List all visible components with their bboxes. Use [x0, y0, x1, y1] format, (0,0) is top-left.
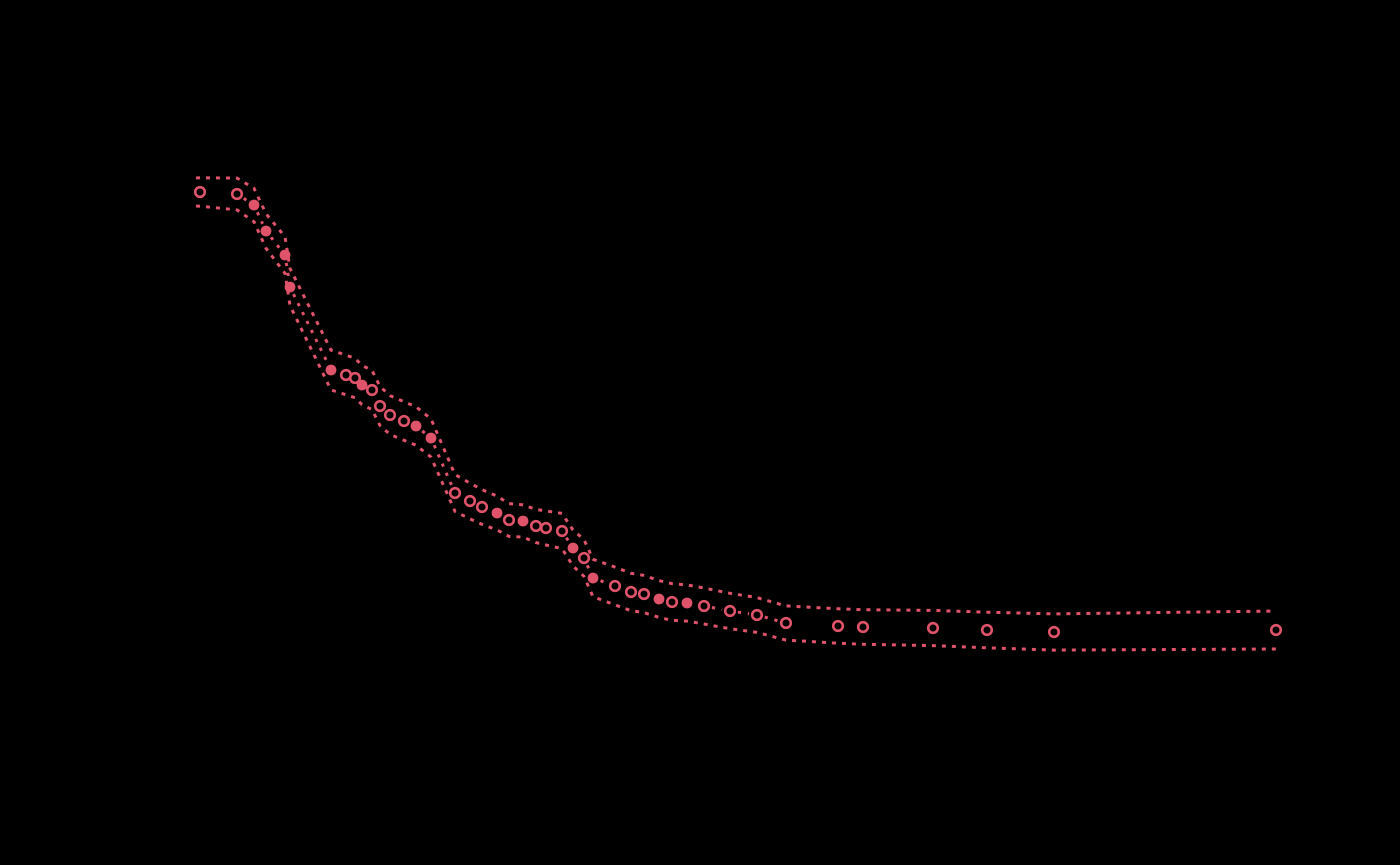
- data-point-open-circle: [463, 494, 477, 508]
- data-point-open-circle: [448, 486, 462, 500]
- connector-segment: [764, 615, 779, 623]
- data-point-open-circle: [1047, 625, 1061, 639]
- connector-segment: [421, 429, 426, 435]
- data-point-filled-circle: [491, 507, 503, 519]
- data-point-open-circle: [502, 513, 516, 527]
- data-point-filled-circle: [425, 432, 437, 444]
- data-point-open-circle: [348, 371, 362, 385]
- data-point-open-circle: [608, 579, 622, 593]
- data-point-open-circle: [193, 185, 207, 199]
- connector-segment: [565, 536, 570, 543]
- data-point-filled-circle: [284, 281, 296, 293]
- data-point-open-circle: [926, 621, 940, 635]
- data-point-open-circle: [779, 616, 793, 630]
- data-point-filled-circle: [653, 593, 665, 605]
- connector-segment: [242, 197, 249, 202]
- data-point-filled-circle: [410, 420, 422, 432]
- data-point-open-circle: [665, 595, 679, 609]
- upper-dotted-confidence-band: [195, 176, 1277, 616]
- data-point-filled-circle: [681, 597, 693, 609]
- data-point-filled-circle: [567, 542, 579, 554]
- connector-segment: [599, 579, 609, 585]
- data-point-open-circle: [539, 521, 553, 535]
- data-point-open-circle: [637, 587, 651, 601]
- data-point-open-circle: [230, 187, 244, 201]
- data-point-filled-circle: [260, 225, 272, 237]
- data-point-open-circle: [697, 599, 711, 613]
- data-point-open-circle: [373, 399, 387, 413]
- data-point-open-circle: [831, 619, 845, 633]
- connector-segment: [256, 211, 264, 225]
- data-point-filled-circle: [587, 572, 599, 584]
- data-point-open-circle: [577, 551, 591, 565]
- center-dotted-connector: [242, 197, 779, 623]
- data-point-open-circle: [365, 383, 379, 397]
- data-point-open-circle: [856, 620, 870, 634]
- connector-segment: [292, 293, 329, 364]
- data-point-open-circle: [475, 500, 489, 514]
- data-point-open-circle: [383, 408, 397, 422]
- data-point-open-circle: [397, 414, 411, 428]
- data-point-open-circle: [1269, 623, 1283, 637]
- data-point-filled-circle: [356, 379, 368, 391]
- data-point-open-circle: [723, 604, 737, 618]
- data-point-markers: [193, 185, 1283, 639]
- data-point-filled-circle: [325, 364, 337, 376]
- connector-segment: [269, 236, 282, 250]
- data-point-filled-circle: [517, 515, 529, 527]
- data-point-open-circle: [529, 519, 543, 533]
- connector-segment: [284, 262, 291, 280]
- data-point-open-circle: [624, 585, 638, 599]
- data-point-open-circle: [555, 524, 569, 538]
- data-point-filled-circle: [248, 199, 260, 211]
- data-point-open-circle: [980, 623, 994, 637]
- connector-segment: [711, 606, 723, 611]
- data-point-open-circle: [750, 608, 764, 622]
- connector-segment: [432, 444, 454, 487]
- data-point-filled-circle: [279, 249, 291, 261]
- connector-segment: [585, 564, 592, 572]
- connector-segment: [737, 610, 750, 616]
